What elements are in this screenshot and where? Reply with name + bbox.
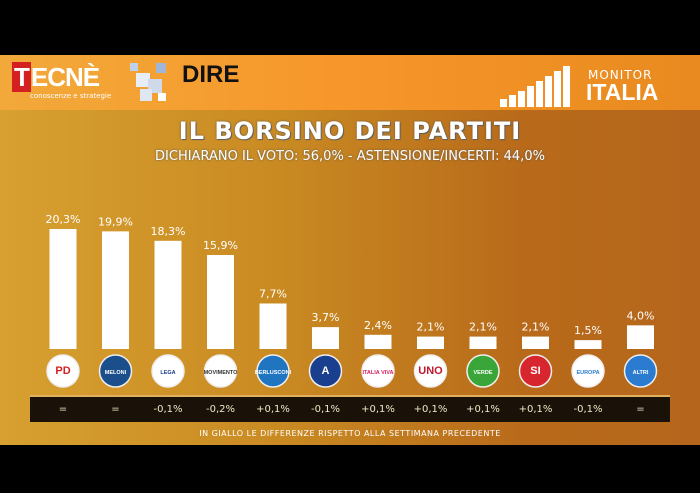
bar [312, 327, 339, 349]
party-logo [361, 354, 395, 388]
value-label: 7,7% [259, 287, 287, 300]
tecne-tagline: conoscenze e strategie [30, 92, 112, 100]
dire-logo: DIRE [182, 61, 240, 88]
party-logo-label: BERLUSCONI [255, 370, 292, 376]
value-label: 4,0% [627, 309, 655, 322]
tecne-logo: TECNÈ [14, 62, 100, 92]
difference-label: -0,1% [153, 404, 182, 415]
difference-label: = [59, 404, 67, 415]
party-logo [413, 354, 448, 388]
party-logo [571, 354, 605, 388]
difference-label: +0,1% [414, 404, 448, 415]
party-logo-label: UNO [418, 365, 443, 377]
bar [49, 229, 77, 349]
party-logo [466, 354, 500, 388]
difference-label: +0,1% [466, 404, 500, 415]
party-logo-label: MELONI [105, 370, 127, 376]
value-label: 2,1% [522, 321, 550, 334]
value-label: 19,9% [98, 215, 133, 228]
bar [259, 303, 287, 349]
party-logo-label: A [322, 365, 330, 377]
chart-subtitle: DICHIARANO IL VOTO: 56,0% - ASTENSIONE/I… [155, 149, 545, 164]
value-label: 2,4% [364, 319, 392, 332]
bar [469, 336, 497, 349]
bar [364, 334, 392, 349]
party-logo-label: LEGA [160, 370, 175, 376]
monitor-bars-icon [500, 66, 570, 107]
value-label: 3,7% [312, 311, 340, 324]
party-logo-label: VERDE [474, 370, 493, 376]
cubes-icon [130, 63, 166, 101]
party-logo-label: ALTRI [633, 370, 649, 376]
difference-label: -0,2% [206, 404, 235, 415]
bar [102, 231, 129, 349]
difference-label: +0,1% [256, 404, 290, 415]
header-banner: TECNÈ conoscenze e strategie DIRE MONITO… [0, 55, 700, 110]
difference-label: = [636, 404, 644, 415]
bar [154, 240, 182, 349]
party-logo [623, 354, 658, 388]
footnote: IN GIALLO LE DIFFERENZE RISPETTO ALLA SE… [199, 429, 501, 438]
party-logo [46, 354, 80, 388]
value-label: 20,3% [46, 213, 81, 226]
value-label: 18,3% [151, 225, 186, 238]
difference-label: +0,1% [361, 404, 395, 415]
difference-label: +0,1% [519, 404, 553, 415]
party-logo [98, 354, 133, 388]
value-label: 2,1% [469, 321, 497, 334]
bar [417, 336, 444, 349]
party-logo [256, 354, 290, 388]
value-label: 1,5% [574, 324, 602, 337]
party-logo [203, 354, 238, 388]
value-label: 2,1% [417, 321, 445, 334]
bar [574, 340, 602, 349]
italia-label: ITALIA [586, 79, 659, 105]
party-logo [308, 354, 343, 388]
party-logo-label: EUROPA [576, 370, 599, 376]
difference-label: -0,1% [573, 404, 602, 415]
bar [522, 336, 549, 349]
difference-label: = [111, 404, 119, 415]
bar [207, 255, 234, 349]
party-logo-label: MOVIMENTO [204, 370, 239, 376]
difference-label: -0,1% [311, 404, 340, 415]
monitor-label: MONITOR [588, 68, 653, 82]
party-logo-label: ITALIA VIVA [362, 370, 393, 376]
party-logo-label: SI [530, 365, 540, 377]
differences-band [30, 395, 670, 422]
party-logo [518, 354, 553, 388]
bar [627, 325, 654, 349]
party-logo-label: PD [55, 365, 70, 377]
chart-title: IL BORSINO DEI PARTITI [178, 117, 522, 145]
party-logo [151, 354, 185, 388]
value-label: 15,9% [203, 239, 238, 252]
